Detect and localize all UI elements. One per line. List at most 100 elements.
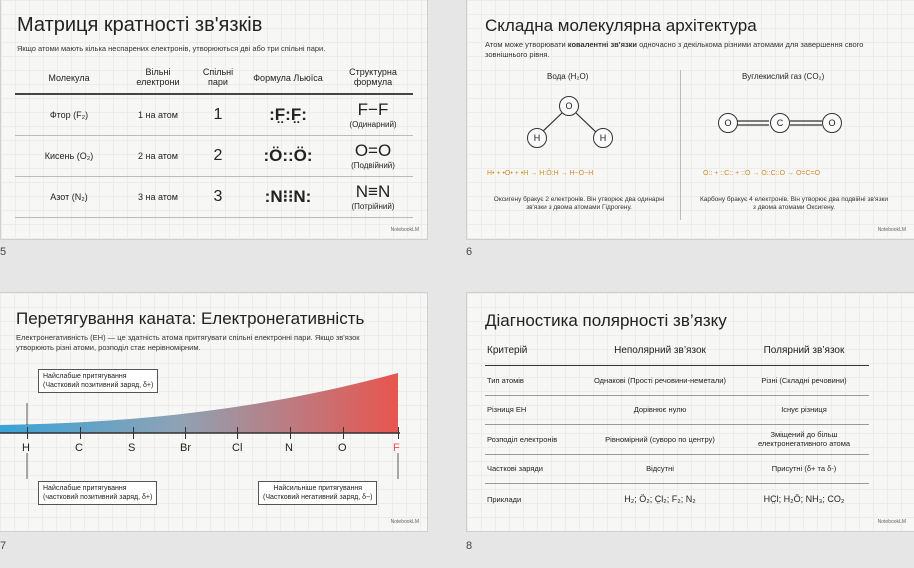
structural-formula: F−F [357, 100, 389, 120]
subtitle-text: Атом може утворювати [485, 40, 568, 49]
divider [680, 70, 681, 220]
tick-mark [133, 427, 135, 439]
lewis-cell: :Ö::Ö: [243, 135, 333, 177]
free-electrons-cell: 3 на атом [123, 176, 193, 218]
slide-6-subtitle: Атом може утворювати ковалентні зв'язки … [485, 40, 865, 60]
hydrogen-atom: H [593, 128, 613, 148]
element-label: N [285, 442, 293, 454]
cell: H₂; Ö₂; C̤l₂; F₂; N₂ [624, 494, 696, 505]
water-equation: H• + •O• + •H → H:Ö:H → H−O−H [487, 170, 594, 177]
oxygen-atom: O [559, 96, 579, 116]
watermark: NotebookLM [877, 227, 906, 233]
slide-5-title: Матриця кратності зв'язків [17, 14, 263, 36]
bond-kind: (Подвійний) [351, 161, 395, 170]
tick-mark [27, 427, 29, 439]
electronegativity-gradient [0, 373, 400, 479]
pairs-cell: 3 [193, 176, 243, 218]
col-header: Структурна формула [333, 62, 413, 95]
cell: Присутні (δ+ та δ-) [739, 454, 869, 484]
slide-8[interactable]: Діагностика полярності зв’язку Критерій … [466, 292, 914, 532]
structural-formula: N≡N [355, 182, 391, 201]
structural-cell: O=O (Подвійний) [333, 135, 413, 177]
col-header: Критерій [485, 337, 581, 366]
co2-note: Карбону бракує 4 електронів. Він утворює… [699, 196, 889, 212]
element-label: O [338, 442, 347, 454]
water-bonds [538, 111, 822, 136]
molecule-cell: Фтор (F₂) [15, 94, 123, 136]
subtitle-bold: ковалентні зв'язки [567, 40, 638, 49]
table-row: Кисень (O₂) 2 на атом 2 :Ö::Ö: O=O (Подві… [15, 135, 413, 177]
weakest-attraction-label-bottom: Найслабше притягування (частковий позити… [38, 481, 158, 506]
page-number: 8 [466, 540, 473, 552]
cell: Різні (Складні речовини) [739, 365, 869, 396]
element-label: C [75, 442, 83, 454]
bond-kind: (Потрійний) [351, 202, 395, 211]
element-label: Br [180, 442, 191, 454]
slide-7[interactable]: Перетягування каната: Електронегативніст… [0, 292, 428, 532]
col-header: Формула Льюїса [243, 62, 333, 95]
structural-formula: O=O [354, 141, 392, 160]
molecule-cell: Азот (N₂) [15, 176, 123, 218]
label-line: (частковий позитивний заряд, δ+) [43, 494, 153, 502]
tick-mark [343, 427, 345, 439]
bond-matrix-table: Молекула Вільні електрони Спільні пари Ф… [15, 62, 413, 218]
cell: Тип атомів [485, 365, 581, 396]
element-label: F [393, 442, 400, 454]
free-electrons-cell: 1 на атом [123, 94, 193, 136]
table-row: Часткові заряди Відсутні Присутні (δ+ та δ… [485, 454, 869, 484]
cell: HC̤l; H₂Ö; NH₃; CO₂ [763, 494, 845, 505]
page-number: 6 [466, 246, 473, 258]
molecule-cell: Кисень (O₂) [15, 135, 123, 177]
watermark: NotebookLM [390, 519, 419, 525]
label-line: Найслабше притягування [43, 485, 127, 492]
table-row: Фтор (F₂) 1 на атом 1 :F̤:F̤: F−F (Одинар… [15, 94, 413, 136]
element-label: H [22, 442, 30, 454]
cell: Зміщений до більш електронегативного ато… [739, 424, 869, 455]
weakest-attraction-label: Найслабше притягування (Частковий позити… [38, 369, 159, 394]
slide-7-subtitle: Електронегативність (ЕН) — це здатність … [16, 333, 360, 353]
cell: Відсутні [581, 454, 739, 484]
slide-6[interactable]: Складна молекулярна архітектура Атом мож… [466, 0, 914, 240]
table-row: Розподіл електронів Рівномірний (суворо п… [485, 424, 869, 455]
pairs-cell: 2 [193, 135, 243, 177]
col-header: Вільні електрони [123, 62, 193, 95]
slide-5[interactable]: Матриця кратності зв'язків Якщо атоми ма… [0, 0, 428, 240]
structural-cell: F−F (Одинарний) [333, 94, 413, 136]
page-number: 5 [0, 246, 7, 258]
tick-mark [185, 427, 187, 439]
cell: Рівномірний (суворо по центру) [581, 424, 739, 455]
cell: Розподіл електронів [485, 424, 581, 455]
tick-mark [237, 427, 239, 439]
tick-mark [398, 427, 400, 439]
slide-7-title: Перетягування каната: Електронегативніст… [16, 309, 365, 328]
bond-kind: (Одинарний) [349, 120, 397, 130]
oxygen-atom: O [822, 113, 842, 133]
oxygen-atom: O [718, 113, 738, 133]
table-row: Приклади H₂; Ö₂; C̤l₂; F₂; N₂ HC̤l; H₂Ö; N… [485, 483, 869, 515]
label-line: (Частковий позитивний заряд, δ+) [43, 382, 154, 390]
cell: Різниця ЕН [485, 395, 581, 425]
lewis-cell: :N⁝⁝N: [243, 176, 333, 218]
col-header: Спільні пари [193, 62, 243, 95]
element-label: Cl [232, 442, 243, 454]
structural-cell: N≡N (Потрійний) [333, 176, 413, 218]
polarity-table: Критерій Неполярний зв’язок Полярний зв’… [485, 337, 869, 515]
co2-label: Вуглекислий газ (CO₂) [742, 72, 825, 81]
table-row: Тип атомів Однакові (Прості речовини-неме… [485, 365, 869, 396]
table-row: Різниця ЕН Дорівнює нулю Існує різниця [485, 395, 869, 425]
carbon-atom: C [770, 113, 790, 133]
watermark: NotebookLM [877, 519, 906, 525]
subtitle-text: одночасно з декількома різними атомами д… [485, 40, 864, 60]
tick-mark [80, 427, 82, 439]
cell: Часткові заряди [485, 454, 581, 484]
label-line: (Частковий негативний заряд, δ−) [263, 494, 373, 502]
strongest-attraction-label: Найсильніше притягування (Частковий нега… [258, 481, 378, 506]
water-label: Вода (H₂O) [547, 72, 589, 81]
tick-mark [290, 427, 292, 439]
col-header: Молекула [15, 62, 123, 95]
hydrogen-atom: H [527, 128, 547, 148]
col-header: Полярний зв’язок [739, 337, 869, 366]
watermark: NotebookLM [390, 227, 419, 233]
co2-equation: O:: + ::C:: + ::O → O::C::O → O=C=O [703, 170, 821, 177]
element-label: S [128, 442, 136, 454]
